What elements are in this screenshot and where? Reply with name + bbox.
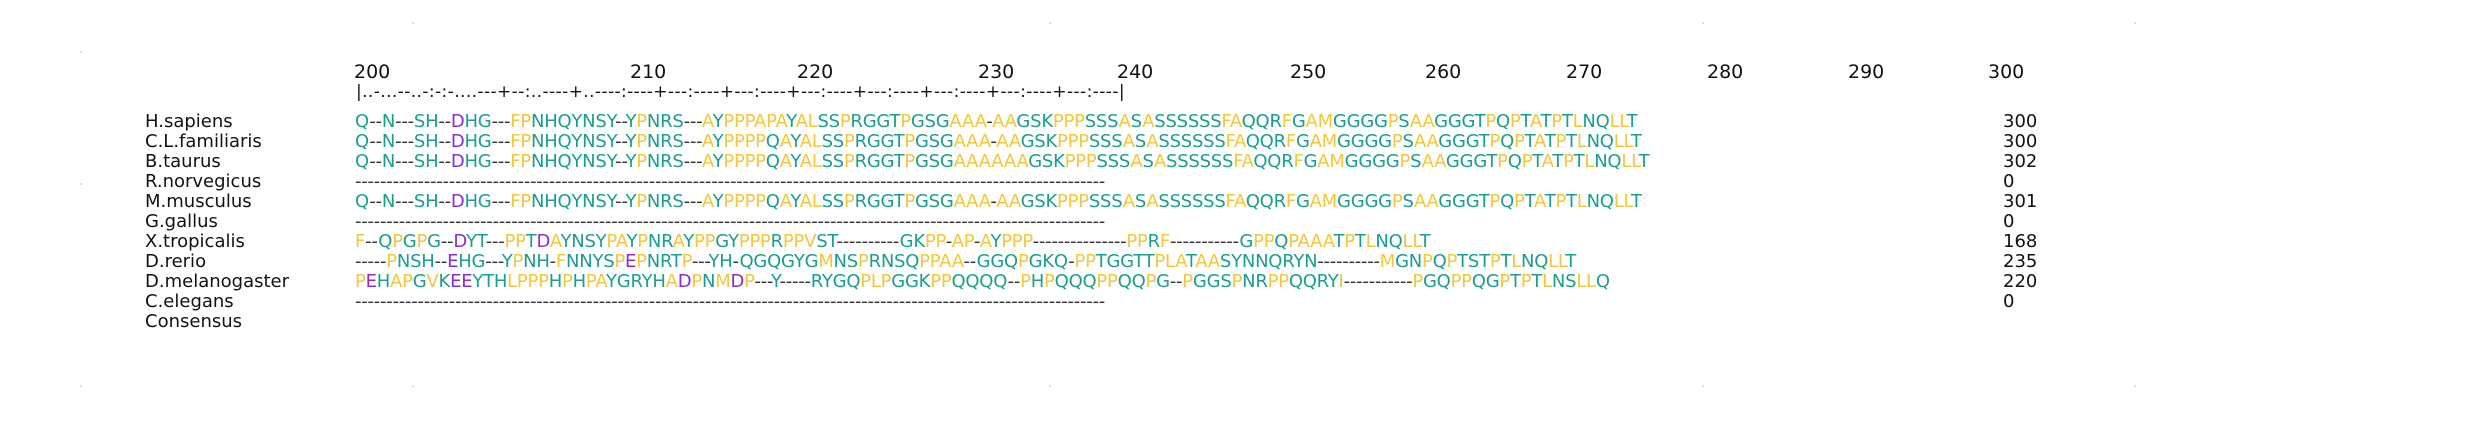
species-name: X.tropicalis: [145, 231, 245, 252]
species-name: H.sapiens: [145, 111, 233, 132]
end-position: [2003, 312, 2037, 332]
background-dot: [2134, 22, 2136, 24]
species-name: R.norvegicus: [145, 171, 262, 192]
end-position: 0: [2003, 171, 2015, 192]
species-name: Consensus: [145, 311, 243, 332]
background-dot: [1049, 385, 1051, 387]
species-name: D.melanogaster: [145, 271, 290, 292]
sequence-row: [355, 312, 1649, 332]
ruler-label: 270: [1566, 61, 1603, 83]
sequence-row: ----------------------------------------…: [355, 171, 1105, 192]
ruler-tick-line: |..-...--..-:-:-....---+--:..----+..----…: [356, 82, 1125, 102]
sequence-row: -----PNSH--EHG---YPNH-FNNYSPEPNRTP---YH-…: [355, 251, 1576, 272]
ruler-label: 280: [1707, 61, 1744, 83]
background-dot: [80, 183, 82, 185]
end-position: 301: [2003, 191, 2038, 212]
ruler-label: 250: [1290, 61, 1327, 83]
end-position: 220: [2003, 271, 2038, 292]
end-position-column: 300 300 302 0 301 0 168 235 220 0: [2003, 112, 2037, 332]
sequence-row: ----------------------------------------…: [355, 211, 1105, 232]
sequence-row: Q--N---SH--DHG---FPNHQYNSY--YPNRS---AYPP…: [355, 151, 1650, 172]
background-dot: [1702, 385, 1704, 387]
sequence-row: PEHAPGVKEEYTHLPPPHPHPAYGRYHADPNMDP---Y--…: [355, 271, 1610, 292]
end-position: 0: [2003, 211, 2015, 232]
background-dot: [1049, 22, 1051, 24]
background-dot: [412, 22, 414, 24]
species-name: C.elegans: [145, 291, 234, 312]
ruler-label: 300: [1988, 61, 2025, 83]
species-name: D.rerio: [145, 251, 207, 272]
background-dot: [412, 385, 414, 387]
species-name: G.gallus: [145, 211, 218, 232]
ruler-label: 220: [797, 61, 834, 83]
background-dot: [2134, 385, 2136, 387]
species-name: M.musculus: [145, 191, 252, 212]
background-dot: [1702, 22, 1704, 24]
end-position: 0: [2003, 291, 2015, 312]
end-position: 300: [2003, 131, 2038, 152]
background-dot: [80, 51, 82, 53]
end-position: 300: [2003, 111, 2038, 132]
ruler-label: 200: [354, 61, 391, 83]
alignment-sequences: Q--N---SH--DHG---FPNHQYNSY--YPNRS---AYPP…: [355, 112, 1649, 332]
background-dot: [80, 385, 82, 387]
sequence-row: Q--N---SH--DHG---FPNHQYNSY--YPNRS---AYPP…: [355, 131, 1642, 152]
sequence-row: F--QPGPG--DYT---PPTDAYNSYPAYPNRAYPPGYPPP…: [355, 231, 1431, 252]
species-name: B.taurus: [145, 151, 221, 172]
ruler-label: 230: [978, 61, 1015, 83]
ruler-label: 210: [630, 61, 667, 83]
sequence-row: Q--N---SH--DHG---FPNHQYNSY--YPNRS---AYPP…: [355, 111, 1638, 132]
species-name: C.L.familiaris: [145, 131, 262, 152]
ruler-label: 260: [1425, 61, 1462, 83]
ruler-label: 290: [1848, 61, 1885, 83]
ruler-label: 240: [1117, 61, 1154, 83]
end-position: 235: [2003, 251, 2038, 272]
sequence-row: Q--N---SH--DHG---FPNHQYNSY--YPNRS---AYPP…: [355, 191, 1642, 212]
end-position: 302: [2003, 151, 2038, 172]
sequence-row: ----------------------------------------…: [355, 291, 1105, 312]
end-position: 168: [2003, 231, 2038, 252]
species-name-column: H.sapiens C.L.familiaris B.taurus R.norvegi…: [145, 112, 289, 332]
